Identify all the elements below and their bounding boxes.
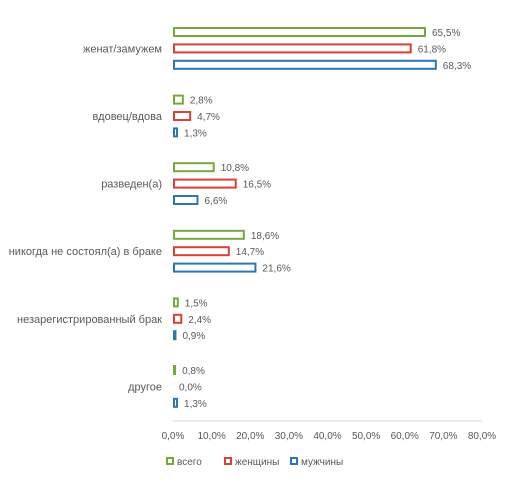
bar-всего-5 [173, 365, 177, 375]
data-label-женщины-2: 16,5% [243, 180, 271, 191]
category-label-4: незарегистрированный брак [17, 314, 162, 326]
data-label-мужчины-1: 1,3% [184, 128, 207, 139]
legend-label-женщины: женщины [235, 457, 279, 468]
bar-всего-1 [173, 94, 184, 105]
data-label-мужчины-5: 1,3% [184, 399, 207, 410]
data-label-всего-0: 65,5% [432, 28, 460, 39]
legend: всего женщины мужчины [166, 457, 343, 468]
data-label-мужчины-0: 68,3% [443, 61, 471, 72]
data-label-всего-3: 18,6% [251, 231, 279, 242]
bar-мужчины-0 [173, 59, 437, 70]
bar-женщины-4 [173, 313, 183, 324]
category-label-2: разведен(а) [101, 179, 162, 191]
legend-swatch-женщины [224, 457, 232, 465]
bar-всего-4 [173, 297, 179, 308]
x-tick-label-5: 50,0% [352, 431, 380, 442]
x-tick-label-1: 10,0% [197, 431, 225, 442]
bars [173, 27, 437, 408]
category-label-3: никогда не состоял(а) в браке [9, 246, 162, 258]
category-labels: женат/замужем вдовец/вдова разведен(а) нико… [9, 43, 163, 393]
bar-мужчины-2 [173, 195, 199, 205]
bar-женщины-1 [173, 111, 192, 121]
x-tick-label-8: 80,0% [468, 431, 496, 442]
x-tick-labels: 0,0% 10,0% 20,0% 30,0% 40,0% 50,0% 60,0% 70,0% 8… [162, 431, 497, 442]
data-label-всего-2: 10,8% [221, 163, 249, 174]
data-label-мужчины-4: 0,9% [182, 331, 205, 342]
bar-всего-0 [173, 27, 426, 37]
bar-женщины-3 [173, 246, 230, 257]
x-tick-label-6: 60,0% [391, 431, 419, 442]
legend-label-всего: всего [177, 457, 202, 468]
data-label-женщины-5: 0,0% [179, 382, 202, 393]
bar-мужчины-4 [173, 330, 177, 341]
x-tick-label-2: 20,0% [236, 431, 264, 442]
bar-всего-2 [173, 162, 215, 173]
x-tick-label-4: 40,0% [313, 431, 341, 442]
category-label-1: вдовец/вдова [92, 111, 162, 123]
data-label-женщины-4: 2,4% [188, 315, 211, 326]
data-label-мужчины-2: 6,6% [204, 196, 227, 207]
data-label-женщины-0: 61,8% [418, 44, 446, 55]
category-label-5: другое [128, 381, 162, 393]
data-labels: 65,5% 61,8% 68,3% 2,8% 4,7% 1,3% 10,8% 16,5% 6,6… [179, 28, 471, 410]
legend-swatch-мужчины [290, 457, 298, 465]
data-label-всего-5: 0,8% [182, 366, 205, 377]
bar-всего-3 [173, 229, 245, 240]
bar-мужчины-5 [173, 397, 179, 408]
bar-мужчины-1 [173, 127, 179, 138]
category-label-0: женат/замужем [83, 43, 162, 55]
x-tick-label-3: 30,0% [275, 431, 303, 442]
legend-label-мужчины: мужчины [301, 457, 343, 468]
bar-женщины-0 [173, 43, 412, 54]
data-label-всего-1: 2,8% [190, 96, 213, 107]
data-label-женщины-1: 4,7% [197, 112, 220, 123]
data-label-женщины-3: 14,7% [236, 247, 264, 258]
data-label-всего-4: 1,5% [185, 298, 208, 309]
x-tick-label-0: 0,0% [162, 431, 185, 442]
bar-мужчины-3 [173, 262, 257, 273]
data-label-мужчины-3: 21,6% [262, 264, 290, 275]
x-tick-label-7: 70,0% [429, 431, 457, 442]
bar-женщины-2 [173, 178, 237, 189]
legend-swatch-всего [166, 457, 174, 465]
